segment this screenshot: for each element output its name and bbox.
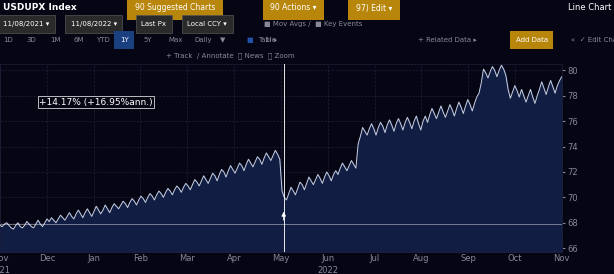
Text: 1Y: 1Y (120, 37, 128, 43)
Text: 3D: 3D (26, 37, 36, 43)
Text: Add Data: Add Data (516, 37, 548, 43)
Text: Line Chart: Line Chart (567, 4, 611, 13)
Text: 5Y: 5Y (143, 37, 152, 43)
Text: Local CCY ▾: Local CCY ▾ (187, 21, 227, 27)
Text: 1D: 1D (3, 37, 13, 43)
Text: May: May (272, 254, 290, 263)
Text: Last Px: Last Px (141, 21, 166, 27)
Text: +14.17% (+16.95%ann.): +14.17% (+16.95%ann.) (39, 98, 153, 107)
Text: + Track  / Annotate  ⓘ News  🔍 Zoom: + Track / Annotate ⓘ News 🔍 Zoom (166, 53, 294, 59)
Text: Jan: Jan (87, 254, 100, 263)
Text: Oct: Oct (508, 254, 523, 263)
Text: 97) Edit ▾: 97) Edit ▾ (356, 4, 392, 13)
Text: ■ Mov Avgs /  ■ Key Events: ■ Mov Avgs / ■ Key Events (264, 21, 362, 27)
Text: Max: Max (169, 37, 183, 43)
Text: 11/08/2021 ▾: 11/08/2021 ▾ (3, 21, 49, 27)
Text: YTD: YTD (96, 37, 110, 43)
Text: Nov: Nov (554, 254, 570, 263)
Text: Sep: Sep (460, 254, 476, 263)
Text: Jul: Jul (370, 254, 379, 263)
Text: Feb: Feb (133, 254, 148, 263)
Text: 1M: 1M (50, 37, 60, 43)
Text: 6M: 6M (73, 37, 84, 43)
Text: Apr: Apr (227, 254, 241, 263)
Text: 90 Actions ▾: 90 Actions ▾ (270, 4, 317, 13)
Text: «  ✓ Edit Chart  ⚙: « ✓ Edit Chart ⚙ (571, 37, 614, 43)
Text: Nov: Nov (0, 254, 8, 263)
Text: Jun: Jun (321, 254, 335, 263)
Text: USDUPX Index: USDUPX Index (3, 4, 77, 13)
Text: Table: Table (258, 37, 276, 43)
Text: Aug: Aug (413, 254, 430, 263)
Text: Mar: Mar (179, 254, 195, 263)
Text: 90 Suggested Charts: 90 Suggested Charts (135, 4, 216, 13)
Text: ▼: ▼ (220, 37, 226, 43)
Text: ■: ■ (246, 37, 253, 43)
Text: 2021: 2021 (0, 266, 10, 274)
Text: Daily: Daily (195, 37, 212, 43)
Text: 1I ▸: 1I ▸ (265, 37, 277, 43)
Text: 2022: 2022 (317, 266, 338, 274)
Text: + Related Data ▸: + Related Data ▸ (418, 37, 476, 43)
Text: Dec: Dec (39, 254, 55, 263)
Text: 11/08/2022 ▾: 11/08/2022 ▾ (71, 21, 117, 27)
